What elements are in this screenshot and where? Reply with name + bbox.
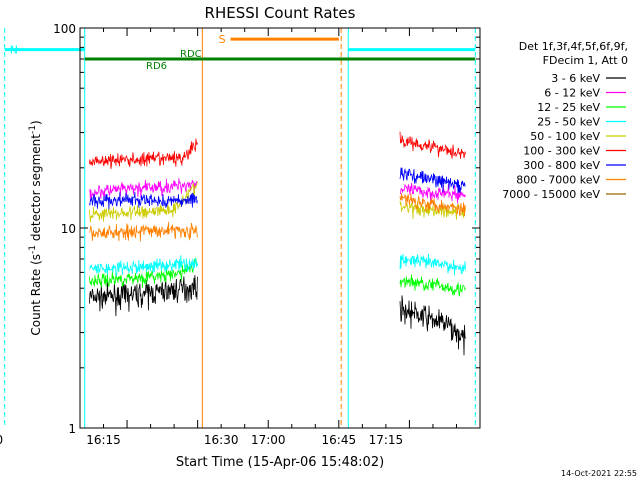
series-5-segment-2 [399,200,466,220]
plot-area: N S RD6 RDC 16:00 16:15 16:30 16:45 17:00 17:15 1 1… [0,22,481,447]
legend-label: 12 - 25 keV [537,101,600,114]
series-6-segment-1 [89,138,198,169]
rad-bar-label-right: RDC [180,49,202,60]
legend-header-1: Det 1f,3f,4f,5f,6f,9f, [519,40,628,53]
x-tick-label: 17:15 [369,433,404,447]
status-bar-label-3: S [219,33,226,46]
y-axis-label-tail: detector segment [29,134,43,245]
footer-date: 14-Oct-2021 22:55 [561,469,637,478]
x-tick-label: 16:00 [0,433,3,447]
chart-title: RHESSI Count Rates [205,4,356,22]
series-5-segment-1 [89,181,198,223]
y-tick-label: 100 [53,22,76,36]
legend-label: 25 - 50 keV [537,116,600,129]
y-axis-label: Count Rate (s-1 detector segment-1) [28,120,43,335]
legend-label: 6 - 12 keV [544,87,600,100]
legend-label: 100 - 300 keV [523,145,600,158]
series-7-segment-2 [399,167,466,194]
legend-label: 3 - 6 keV [551,72,600,85]
series-2-segment-2 [399,182,466,204]
series-1-segment-2 [399,295,466,356]
y-axis-label-main: Count Rate (s [29,254,43,336]
y-tick-label: 1 [68,422,76,436]
rad-bar-label-left: RD6 [146,61,167,72]
y-axis-label-sup1: -1 [28,245,38,254]
legend-label: 50 - 100 keV [530,130,600,143]
x-tick-label: 17:00 [251,433,286,447]
series-8-segment-2 [399,193,466,217]
status-bar-label-1: N [10,44,18,57]
legend-label: 300 - 800 keV [523,159,600,172]
legend-label: 800 - 7000 keV [516,174,600,187]
series-6-segment-2 [399,131,466,159]
legend-label: 7000 - 15000 keV [502,188,600,201]
x-tick-label: 16:30 [204,433,239,447]
y-axis-label-end: ) [29,120,43,125]
x-tick-label: 16:15 [86,433,121,447]
legend-header-2: FDecim 1, Att 0 [543,54,628,67]
series-4-segment-2 [399,253,466,276]
x-axis-label: Start Time (15-Apr-06 15:48:02) [176,455,384,470]
series-4-segment-1 [89,255,198,276]
series-7-segment-1 [89,191,198,210]
series-2-segment-1 [89,178,198,201]
y-axis-label-sup2: -1 [28,125,38,134]
series-8-segment-1 [89,221,198,242]
y-tick-label: 10 [61,222,76,236]
x-tick-label: 16:45 [322,433,357,447]
series-3-segment-2 [399,274,466,297]
